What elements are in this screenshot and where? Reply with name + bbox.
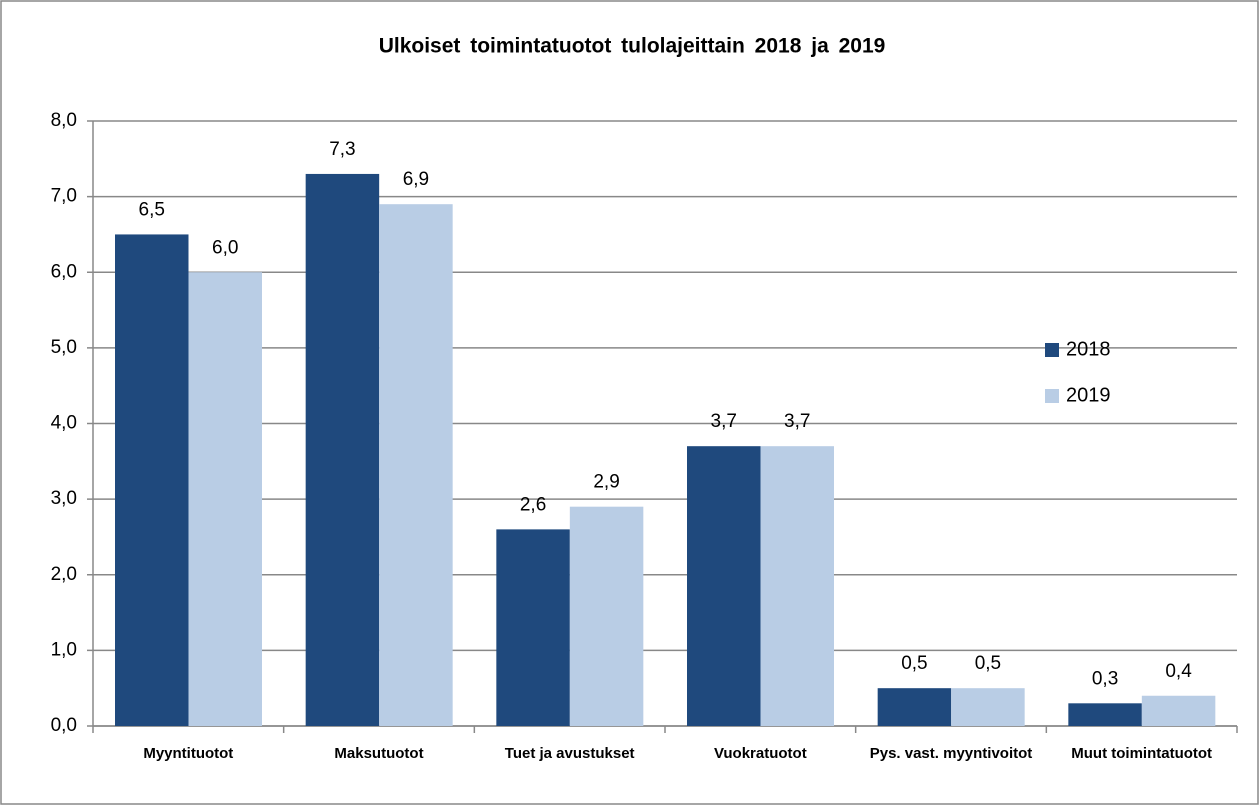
data-label: 6,0 [212,237,238,258]
legend-label: 2018 [1066,338,1111,360]
y-tick-label: 2,0 [51,564,77,585]
x-tick-label: Maksutuotot [334,745,423,762]
x-tick-label: Vuokratuotot [714,745,807,762]
data-label: 0,5 [975,653,1001,674]
x-tick-label: Muut toimintatuotot [1071,745,1212,762]
bar [188,272,262,726]
bar [760,446,834,726]
data-label: 2,6 [520,494,546,515]
legend-swatch [1045,343,1059,357]
bar [379,204,453,726]
bar [951,688,1025,726]
bar [305,173,380,726]
legend-label: 2019 [1066,384,1111,406]
bar [1068,703,1142,726]
y-tick-label: 5,0 [51,337,77,358]
y-tick-label: 1,0 [51,639,77,660]
bar [1141,695,1216,726]
data-label: 0,3 [1092,668,1118,689]
bar [496,529,570,726]
x-tick-label: Tuet ja avustukset [505,745,635,762]
data-label: 0,5 [901,653,927,674]
data-label: 3,7 [784,411,810,432]
x-tick-label: Pys. vast. myyntivoitot [870,745,1033,762]
y-tick-label: 6,0 [51,261,77,282]
bar [115,234,189,726]
y-tick-label: 3,0 [51,488,77,509]
data-label: 7,3 [329,139,355,160]
y-tick-label: 4,0 [51,413,77,434]
data-label: 6,9 [403,169,429,190]
bar [687,446,761,726]
bar [877,688,952,726]
y-tick-label: 0,0 [51,715,77,736]
y-tick-label: 7,0 [51,186,77,207]
data-label: 3,7 [711,411,737,432]
chart-title: Ulkoiset toimintatuotot tulolajeittain 2… [379,35,886,58]
legend-swatch [1045,389,1059,403]
x-tick-label: Myyntituotot [143,745,233,762]
data-label: 0,4 [1165,661,1192,682]
y-tick-label: 8,0 [51,110,77,131]
data-label: 2,9 [593,472,619,493]
bar [569,506,644,726]
data-label: 6,5 [139,199,165,220]
